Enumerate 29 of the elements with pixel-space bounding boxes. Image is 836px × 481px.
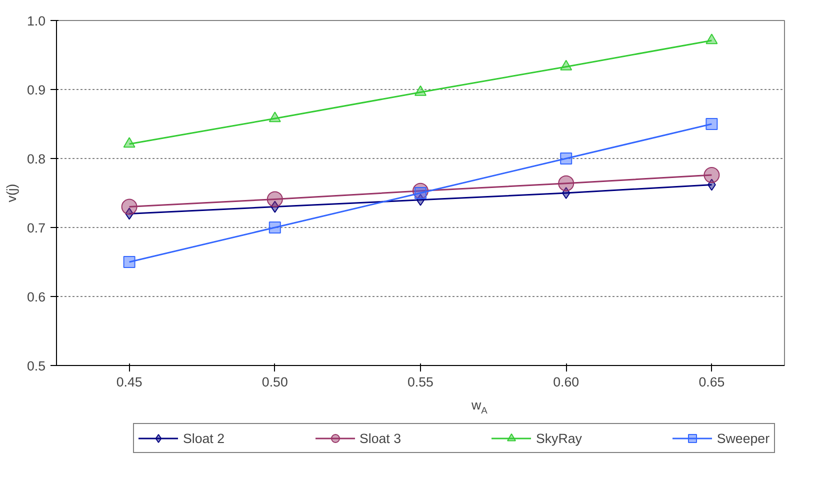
y-tick-label: 0.7 xyxy=(26,220,46,236)
y-axis-title: v(j) xyxy=(4,184,19,202)
point xyxy=(560,152,572,164)
legend-label: Sweeper xyxy=(716,430,770,446)
point xyxy=(268,222,281,234)
x-tick-label: 0.55 xyxy=(408,374,434,390)
point xyxy=(123,256,136,268)
point xyxy=(704,167,720,184)
x-tick-label: 0.45 xyxy=(116,374,142,390)
x-tick-label: 0.50 xyxy=(262,374,288,390)
y-tick-label: 0.6 xyxy=(26,290,46,304)
point xyxy=(706,34,718,44)
point xyxy=(560,60,572,70)
y-tick-label: 0.5 xyxy=(26,358,46,374)
y-tick-label: 1.0 xyxy=(26,14,46,28)
x-tick-label: 0.60 xyxy=(553,374,580,390)
point xyxy=(558,175,574,192)
point xyxy=(268,112,281,122)
legend-label: Sloat 2 xyxy=(183,430,224,446)
point xyxy=(123,137,136,148)
legend-label: SkyRay xyxy=(536,430,582,446)
point xyxy=(414,85,426,96)
legend-label: Sloat 3 xyxy=(360,430,401,446)
point xyxy=(121,198,138,215)
y-tick-label: 0.9 xyxy=(26,82,46,98)
x-tick-label: 0.65 xyxy=(698,374,725,390)
y-tick-label: 0.8 xyxy=(26,152,46,166)
point xyxy=(266,191,283,208)
point xyxy=(706,118,718,130)
